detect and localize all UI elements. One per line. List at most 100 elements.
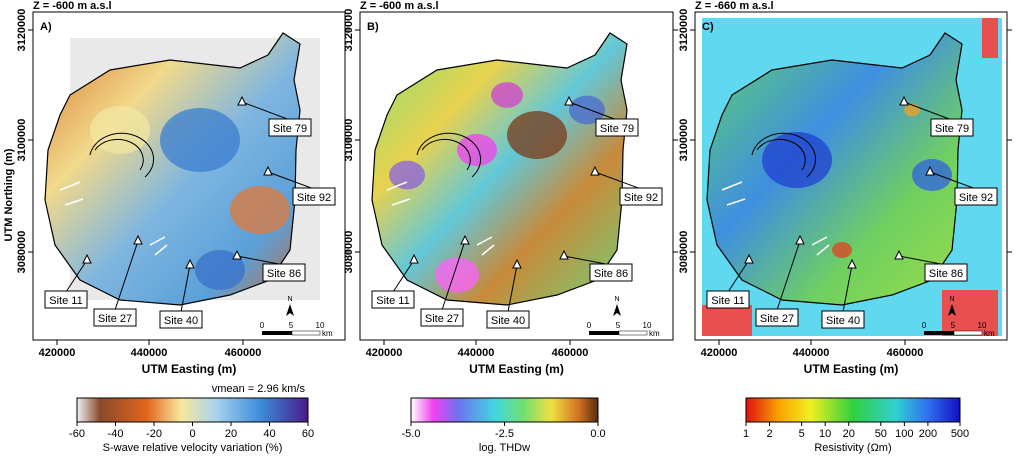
site-box [821, 310, 865, 329]
north-label: N [614, 296, 619, 303]
scale-unit: km [984, 329, 995, 338]
site-label: Site 27 [98, 313, 132, 325]
leader [180, 264, 191, 313]
scale-unit: km [649, 329, 660, 338]
x-tick-label: 440000 [131, 347, 168, 359]
leader [776, 240, 801, 311]
scale-white [618, 330, 648, 336]
colorbar-tick-label: -20 [146, 428, 162, 440]
colorbar-title: S-wave relative velocity variation (%) [103, 442, 283, 454]
anomaly [195, 250, 245, 290]
x-tick-label: 420000 [39, 347, 76, 359]
colorbar-tick-label: 40 [263, 428, 275, 440]
site-box [486, 310, 530, 329]
colorbar-tick-label: 0 [189, 428, 195, 440]
edge-block [982, 18, 998, 58]
site-label: Site 27 [760, 313, 794, 325]
site-marker [559, 249, 569, 260]
scale-tick: 0 [260, 321, 265, 330]
north-arrow [286, 304, 294, 316]
colorbar-tick-label: 60 [302, 428, 314, 440]
faults [59, 181, 168, 256]
depth-title: Z = -600 m a.s.l [360, 0, 439, 12]
scale-tick: 10 [643, 321, 652, 330]
leader [441, 240, 466, 311]
x-tick-label: 460000 [887, 347, 924, 359]
site-marker [564, 95, 574, 106]
x-tick-label: 440000 [793, 347, 830, 359]
site-box [159, 310, 203, 329]
site-box [44, 290, 88, 309]
site-marker [847, 258, 857, 269]
leader [267, 171, 315, 190]
north-arrow [613, 304, 621, 316]
anomaly [507, 111, 567, 159]
edge-block [702, 305, 752, 336]
y-tick-label: 3080000 [343, 231, 355, 274]
site-marker [894, 249, 904, 260]
site-marker [899, 95, 909, 106]
colorbar-tick-label: 50 [875, 428, 887, 440]
north-label: N [949, 296, 954, 303]
scale-tick: 5 [289, 321, 294, 330]
y-tick-label: 3100000 [343, 119, 355, 162]
site-label: Site 86 [594, 268, 628, 280]
site-label: Site 11 [376, 295, 409, 307]
leader [568, 101, 618, 121]
leader [594, 171, 642, 190]
scale-white [291, 330, 321, 336]
anomaly [435, 257, 479, 293]
island [44, 32, 301, 306]
scale-black [589, 331, 619, 335]
site-label: Site 92 [959, 192, 993, 204]
caldera [416, 132, 482, 178]
map-panel: B) Z = -600 m a.s.l Site 79 Site 92 Site 86 S… [343, 0, 678, 376]
scale-tick: 0 [587, 321, 592, 330]
scale-tick: 10 [978, 321, 987, 330]
site-marker [133, 234, 143, 245]
scale-tick: 5 [951, 321, 956, 330]
site-marker [237, 95, 247, 106]
scale-black [262, 331, 292, 335]
site-marker [409, 253, 419, 264]
faults [721, 181, 830, 256]
site-marker [82, 253, 92, 264]
anomaly [457, 134, 497, 166]
leader [114, 240, 139, 311]
site-box [589, 263, 633, 282]
x-axis-label: UTM Easting (m) [469, 362, 564, 376]
y-tick-label: 3120000 [343, 9, 355, 52]
site-box [292, 187, 336, 206]
anomaly [230, 186, 290, 234]
y-tick-label: 3100000 [678, 119, 690, 162]
scale-tick: 5 [616, 321, 621, 330]
site-label: Site 40 [164, 315, 198, 327]
site-marker [744, 253, 754, 264]
island [371, 32, 628, 306]
faults [386, 181, 495, 256]
site-label: Site 86 [267, 268, 301, 280]
colorbar [745, 397, 961, 423]
panel-letter: C) [702, 21, 714, 33]
scale-tick: 10 [316, 321, 325, 330]
site-marker [263, 165, 273, 176]
colorbar-title: Resistivity (Ωm) [814, 442, 891, 454]
x-tick-label: 460000 [225, 347, 262, 359]
colorbar-tick-label: 10 [819, 428, 831, 440]
y-tick-label: 3080000 [678, 231, 690, 274]
x-axis-label: UTM Easting (m) [804, 362, 899, 376]
site-box [954, 187, 998, 206]
site-label: Site 11 [49, 295, 82, 307]
site-box [93, 308, 137, 327]
site-box [371, 290, 415, 309]
site-marker [185, 258, 195, 269]
site-marker [460, 234, 470, 245]
leader [65, 259, 88, 293]
colorbar-tick-label: -2.5 [495, 428, 514, 440]
colorbar-tick-label: 20 [843, 428, 855, 440]
y-axis-label: UTM Northing (m) [3, 148, 15, 241]
anomaly [90, 106, 150, 154]
site-marker [590, 165, 600, 176]
site-marker [232, 249, 242, 260]
